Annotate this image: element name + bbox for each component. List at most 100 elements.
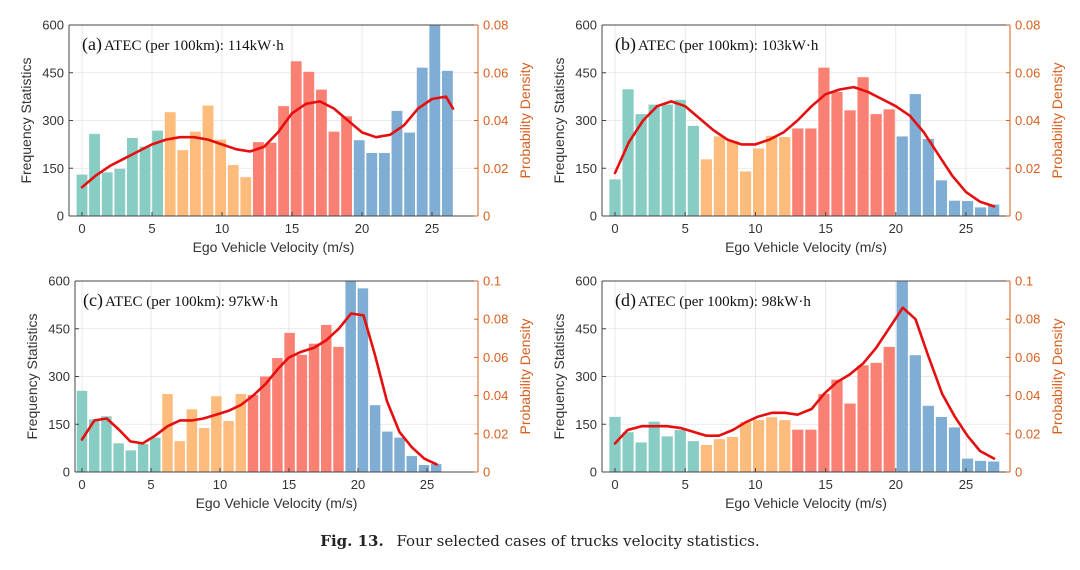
bar: [113, 443, 124, 472]
y-tick-right-label: 0.08: [1015, 18, 1040, 33]
y-tick-right-label: 0: [483, 209, 490, 224]
panel-b: 0 5 10 15 20 25 0 150 300 450 600 0 0.02 0.04 0.06 0.08…: [551, 18, 1065, 256]
bar: [139, 146, 151, 216]
bar: [805, 128, 817, 216]
y-tick-label: 0: [590, 465, 597, 480]
bar: [272, 358, 283, 472]
y-tick-right-label: 0: [483, 465, 490, 480]
bar: [88, 419, 100, 472]
panel-label: (c): [83, 290, 103, 311]
y-tick-right-label: 0: [1015, 465, 1022, 480]
x-tick-label: 20: [351, 477, 365, 492]
bar: [792, 429, 804, 472]
density-line: [80, 95, 455, 189]
bar: [406, 456, 418, 472]
x-tick-label: 25: [425, 221, 439, 236]
bar: [870, 362, 882, 472]
bar: [674, 99, 686, 216]
bar: [223, 421, 234, 472]
y-tick-label: 300: [575, 369, 597, 384]
bar: [883, 109, 895, 216]
bar: [114, 168, 126, 216]
panel-title: (b) ATEC (per 100km): 103kW·h: [615, 34, 819, 55]
figure-caption-text: Four selected cases of trucks velocity s…: [396, 532, 760, 550]
x-tick-label: 0: [78, 477, 85, 492]
bar: [430, 464, 442, 472]
bar: [101, 172, 113, 216]
bar: [186, 409, 198, 472]
bar: [687, 441, 699, 472]
bar: [661, 104, 673, 216]
x-tick-label: 5: [682, 221, 689, 236]
y-tick-right-label: 0.06: [483, 65, 508, 80]
y-tick-label: 450: [575, 321, 597, 336]
y-axis-right-label: Probability Density: [517, 63, 533, 179]
x-axis-label: Ego Vehicle Velocity (m/s): [193, 239, 355, 255]
panel-a: 0 5 10 15 20 25 0 150 300 450 600 0 0.02 0.04 0.06 0.08…: [18, 18, 533, 256]
panel-title: (a) ATEC (per 100km): 114kW·h: [82, 34, 284, 55]
y-axis-right-label: Probability Density: [1049, 63, 1065, 179]
bar: [661, 436, 673, 472]
x-tick-label: 5: [682, 477, 689, 492]
bar: [831, 379, 843, 472]
x-tick-label: 10: [215, 221, 229, 236]
y-tick-right-label: 0.04: [483, 388, 508, 403]
bar: [961, 201, 974, 216]
panel-label: (d): [615, 290, 636, 311]
panel-d: 0 5 10 15 20 25 0 150 300 450 600 0 0.02 0.04 0.06 0.08…: [551, 274, 1065, 512]
bar: [635, 442, 647, 472]
panel-title-text: ATEC (per 100km): 98kW·h: [638, 294, 811, 310]
bar: [259, 376, 271, 472]
figure-number: Fig. 13.: [320, 532, 384, 550]
x-tick-label: 5: [148, 221, 155, 236]
y-tick-label: 150: [575, 417, 597, 432]
y-axis-label: Frequency Statistics: [24, 313, 40, 439]
bar: [648, 421, 660, 472]
y-tick-right-label: 0.02: [483, 161, 508, 176]
panel-title: (c) ATEC (per 100km): 97kW·h: [83, 290, 278, 311]
bar: [76, 390, 88, 472]
bar: [648, 104, 660, 216]
bar: [235, 394, 247, 472]
bar: [404, 132, 416, 216]
y-tick-label: 300: [42, 113, 64, 128]
bar: [321, 324, 332, 472]
bar: [366, 152, 378, 216]
y-tick-label: 0: [57, 209, 64, 224]
bar: [227, 165, 239, 216]
bar: [315, 89, 327, 216]
bar: [935, 416, 948, 472]
bar: [202, 105, 214, 216]
bar: [870, 114, 882, 216]
bar: [189, 131, 201, 216]
bar: [844, 403, 856, 472]
bar: [369, 405, 381, 472]
x-tick-label: 5: [147, 477, 154, 492]
bar: [700, 444, 713, 472]
bar: [818, 394, 830, 472]
y-tick-label: 600: [575, 18, 597, 33]
bar: [883, 346, 895, 472]
bar: [76, 174, 88, 216]
y-tick-right-label: 0.04: [483, 113, 508, 128]
y-axis-label: Frequency Statistics: [551, 57, 567, 183]
y-tick-right-label: 0.02: [1015, 161, 1040, 176]
bar: [150, 437, 161, 472]
x-tick-label: 10: [748, 221, 762, 236]
y-tick-label: 600: [48, 274, 70, 289]
x-tick-label: 0: [611, 221, 618, 236]
bar: [896, 281, 908, 472]
x-tick-label: 10: [748, 477, 762, 492]
y-axis-label: Frequency Statistics: [551, 313, 567, 439]
bar: [687, 125, 699, 216]
y-tick-label: 0: [590, 209, 597, 224]
x-tick-label: 15: [818, 477, 832, 492]
density-line: [613, 306, 996, 460]
bar: [441, 70, 453, 216]
x-tick-label: 15: [282, 477, 296, 492]
bar: [766, 135, 778, 216]
bar: [125, 450, 137, 472]
y-tick-label: 150: [48, 417, 70, 432]
figure-caption: Fig. 13. Four selected cases of trucks v…: [0, 532, 1080, 550]
x-tick-label: 25: [959, 477, 973, 492]
